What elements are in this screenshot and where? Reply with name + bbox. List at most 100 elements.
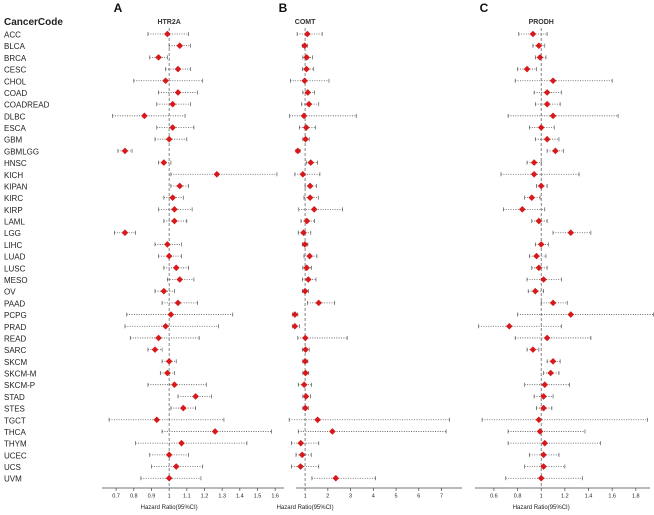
x-tick-label: 1.6: [608, 494, 616, 500]
cancer-code-label-gbm: GBM: [4, 136, 23, 145]
cancer-code-label-acc: ACC: [4, 31, 21, 40]
x-tick-label: 1.2: [561, 494, 569, 500]
hr-point-stad: [302, 393, 310, 400]
hr-point-laml: [171, 217, 178, 225]
hr-point-blca: [301, 42, 308, 49]
x-tick-label: 6: [417, 494, 420, 500]
hr-point-cesc: [523, 65, 531, 73]
panel-htr2a: A HTR2A 0.7 0.8 0.9 1 1.1 1.2 1.3 1.4 1.5 1.6 Hazard…: [102, 1, 284, 511]
hr-point-lusc: [303, 264, 310, 272]
cancer-code-label-paad: PAAD: [4, 299, 25, 308]
x-axis-label: Hazard Ratio(95%CI): [277, 505, 334, 511]
x-axis-label: Hazard Ratio(95%CI): [513, 505, 570, 511]
hr-point-hnsc: [530, 159, 538, 166]
cancer-code-label-ov: OV: [4, 288, 16, 297]
cancer-code-label-stad: STAD: [4, 393, 25, 402]
panel-prodh: C PRODH 0.6 0.8 1 1.2 1.4 1.6 1.8 Hazard Ratio(95…: [475, 1, 654, 511]
hr-point-ucec: [298, 451, 306, 459]
cancer-code-label-hnsc: HNSC: [4, 159, 27, 168]
cancer-code-label-lgg: LGG: [4, 229, 21, 238]
cancer-code-label-tgct: TGCT: [4, 416, 26, 425]
x-tick-label: 1.6: [271, 494, 279, 500]
hr-point-chol: [549, 77, 557, 85]
hr-point-kipan: [306, 182, 314, 190]
hr-point-stad: [540, 393, 547, 400]
cancer-code-label-ucec: UCEC: [4, 451, 27, 460]
cancer-code-label-gbmlgg: GBMLGG: [4, 147, 39, 156]
x-tick-label: 1.4: [585, 494, 593, 500]
cancer-code-label-esca: ESCA: [4, 124, 26, 133]
hr-point-laml: [535, 217, 543, 225]
hr-point-blca: [176, 42, 184, 49]
x-tick-label: 1.1: [183, 494, 191, 500]
hr-point-lusc: [535, 264, 543, 272]
hr-point-thym: [178, 439, 185, 447]
hr-point-prad: [162, 322, 169, 330]
cancer-code-label-sarc: SARC: [4, 346, 26, 355]
hr-point-pcpg: [291, 311, 299, 318]
hr-point-coadread: [305, 100, 313, 108]
hr-point-sarc: [529, 346, 537, 353]
hr-point-skcm: [549, 358, 557, 365]
hr-point-lihc: [164, 241, 171, 248]
x-tick-label: 0.8: [130, 494, 138, 500]
cancer-code-label-skcm-p: SKCM-P: [4, 381, 35, 390]
x-tick-label: 1: [168, 494, 171, 500]
x-tick-label: 1.2: [201, 494, 209, 500]
hr-point-chol: [162, 77, 169, 85]
cancer-code-label-uvm: UVM: [4, 475, 22, 484]
x-tick-label: 1.5: [254, 494, 262, 500]
hr-point-pcpg: [567, 311, 575, 318]
hr-point-ov: [160, 287, 168, 295]
hr-point-read: [155, 334, 162, 342]
hr-point-kirc: [306, 194, 314, 201]
hr-point-meso: [176, 276, 184, 283]
hr-point-kich: [299, 170, 307, 178]
x-tick-label: 1: [304, 494, 307, 500]
hr-point-skcm-m: [547, 369, 554, 377]
cancer-code-label-stes: STES: [4, 405, 25, 414]
hr-point-coad: [304, 89, 312, 96]
cancer-code-label-chol: CHOL: [4, 77, 27, 86]
cancer-code-label-read: READ: [4, 334, 26, 343]
hr-point-tgct: [314, 416, 321, 424]
hr-point-paad: [549, 299, 557, 307]
hr-point-ucs: [540, 463, 547, 470]
hr-point-ucs: [172, 463, 180, 470]
panel-title-comt: COMT: [295, 19, 316, 26]
panel-comt: B COMT 1 2 3 4 5 6 7 Hazard Ratio(95%CI): [277, 1, 462, 511]
hr-point-coad: [543, 89, 551, 96]
hr-point-lusc: [172, 264, 180, 272]
x-tick-label: 1.4: [236, 494, 244, 500]
hr-point-ucs: [297, 463, 304, 470]
x-tick-label: 2: [326, 494, 329, 500]
hr-point-paad: [174, 299, 182, 307]
cancer-code-label-lusc: LUSC: [4, 264, 26, 273]
hr-point-meso: [304, 276, 312, 283]
x-tick-label: 1.3: [218, 494, 226, 500]
hr-point-stes: [179, 404, 187, 412]
hr-point-skcm-p: [541, 381, 549, 388]
hr-point-blca: [535, 42, 543, 49]
hr-point-esca: [169, 124, 176, 131]
hr-point-dlbc: [141, 112, 148, 120]
hr-point-acc: [529, 30, 537, 38]
hr-point-sarc: [302, 346, 309, 353]
hr-point-kich: [530, 170, 538, 178]
hr-point-gbmlgg: [121, 147, 129, 155]
cancer-code-header: CancerCode: [4, 17, 63, 28]
hr-point-prad: [505, 322, 513, 330]
hr-point-kipan: [537, 182, 545, 190]
cancer-code-label-kich: KICH: [4, 171, 23, 180]
hr-point-acc: [164, 30, 171, 38]
hr-point-lihc: [537, 241, 545, 248]
cancer-code-label-skcm-m: SKCM-M: [4, 370, 37, 379]
hr-point-stes: [302, 404, 309, 412]
hr-point-gbmlgg: [552, 147, 559, 155]
x-tick-label: 0.9: [148, 494, 156, 500]
cancer-code-label-kirc: KIRC: [4, 194, 23, 203]
hr-point-kirc: [528, 194, 536, 201]
hr-point-skcm: [165, 358, 173, 365]
hr-point-thca: [536, 428, 544, 435]
cancer-code-label-kirp: KIRP: [4, 206, 23, 215]
